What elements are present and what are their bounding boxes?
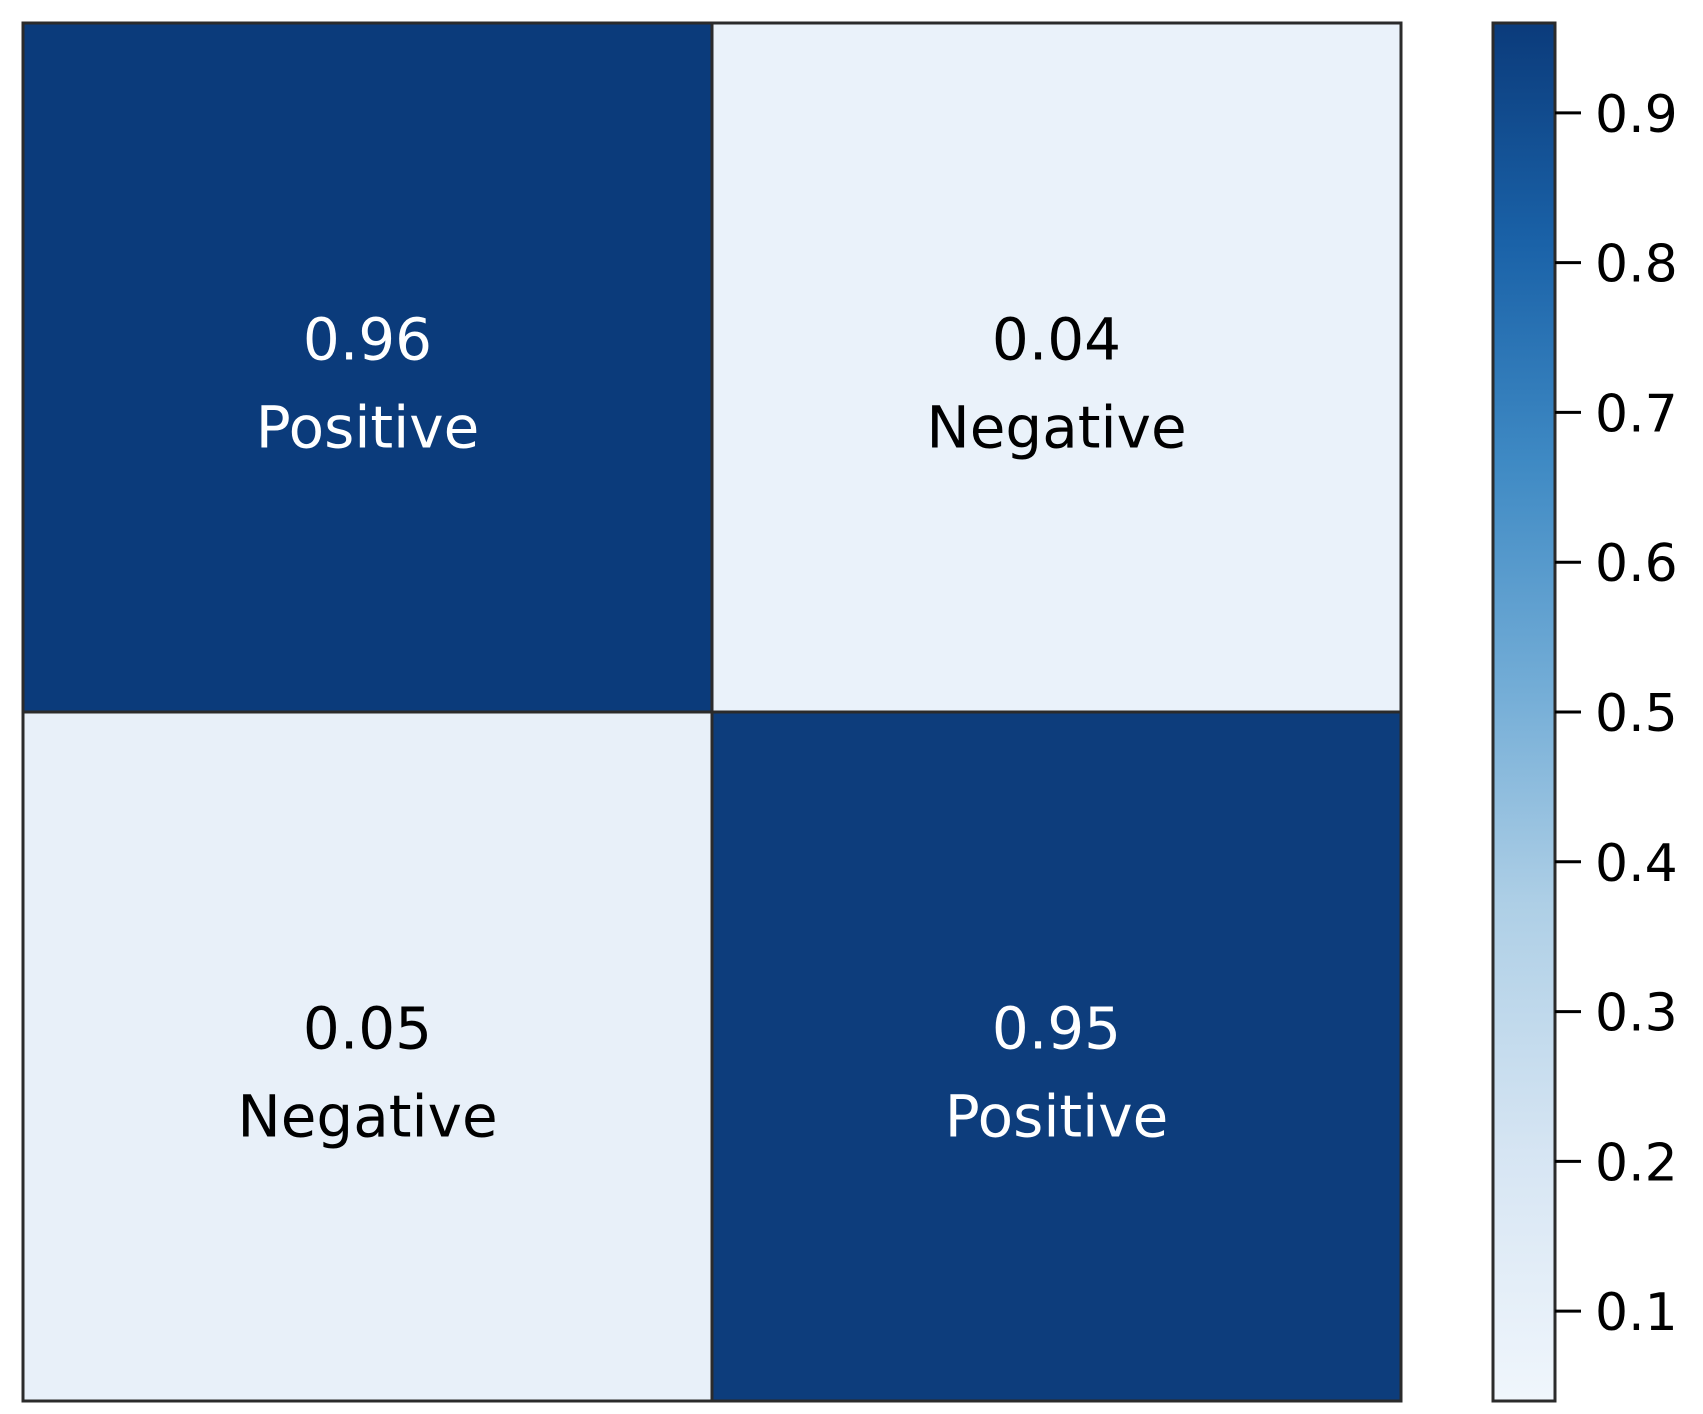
heatmap-frame bbox=[21, 21, 1403, 1403]
colorbar: 0.1 0.2 0.3 0.4 0.5 0.6 0.7 0.8 0.9 bbox=[1491, 21, 1678, 1403]
heatmap-cell: 0.05 Negative bbox=[21, 710, 714, 1403]
colorbar-tick-label: 0.1 bbox=[1595, 1283, 1678, 1343]
heatmap-cell-rect bbox=[21, 710, 714, 1403]
heatmap-cell: 0.04 Negative bbox=[710, 21, 1403, 714]
colorbar-tick-label: 0.5 bbox=[1595, 684, 1678, 744]
colorbar-tick-label: 0.8 bbox=[1595, 235, 1678, 295]
heatmap-cell-rect bbox=[710, 21, 1403, 714]
colorbar-tick-label: 0.9 bbox=[1595, 85, 1678, 145]
colorbar-tick-label: 0.6 bbox=[1595, 534, 1678, 594]
heatmap-grid: 0.96 Positive 0.04 Negative 0.05 Negative 0.95… bbox=[21, 21, 1403, 1403]
heatmap-cell: 0.96 Positive bbox=[21, 21, 714, 714]
colorbar-gradient bbox=[1491, 21, 1557, 1403]
heatmap-cell-rect bbox=[710, 710, 1403, 1403]
heatmap-cell-rect bbox=[21, 21, 714, 714]
cell-class-label: Negative bbox=[237, 1083, 497, 1151]
cell-value-label: 0.05 bbox=[303, 995, 432, 1063]
colorbar-tick-label: 0.4 bbox=[1595, 834, 1678, 894]
cell-value-label: 0.95 bbox=[992, 995, 1121, 1063]
cell-value-label: 0.04 bbox=[992, 306, 1121, 374]
cell-class-label: Positive bbox=[945, 1083, 1169, 1151]
heatmap-cell: 0.95 Positive bbox=[710, 710, 1403, 1403]
colorbar-tick-label: 0.2 bbox=[1595, 1133, 1678, 1193]
cell-class-label: Negative bbox=[926, 394, 1186, 462]
cell-value-label: 0.96 bbox=[303, 306, 432, 374]
colorbar-tick-label: 0.3 bbox=[1595, 984, 1678, 1044]
colorbar-tick-label: 0.7 bbox=[1595, 384, 1678, 444]
cell-class-label: Positive bbox=[256, 394, 480, 462]
